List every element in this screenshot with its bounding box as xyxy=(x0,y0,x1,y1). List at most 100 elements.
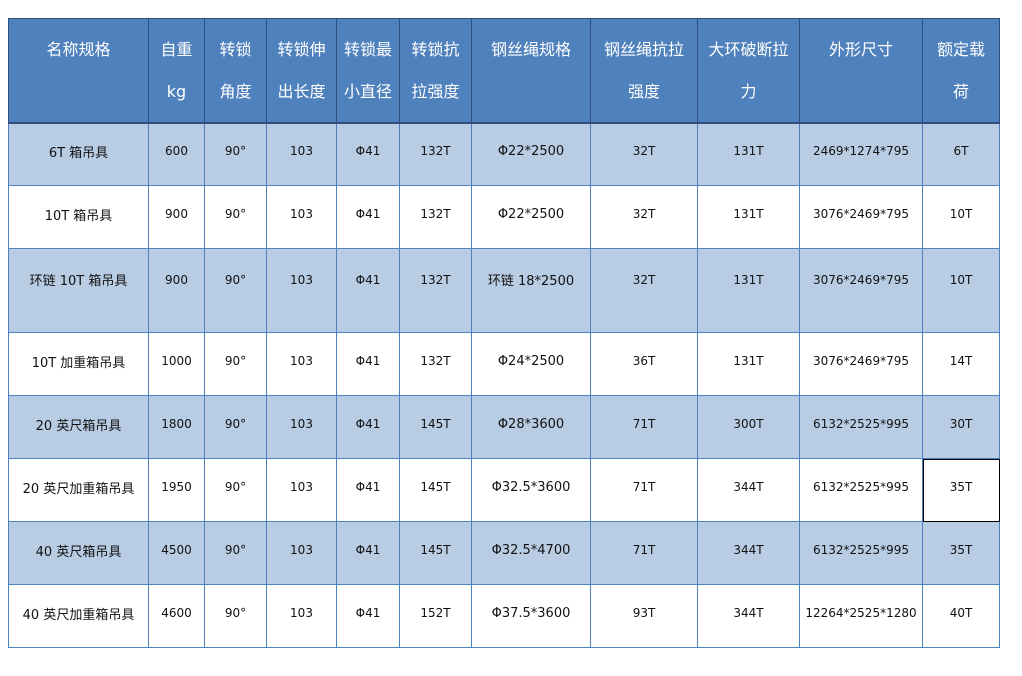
table-cell[interactable]: 20 英尺加重箱吊具 xyxy=(8,458,149,522)
table-cell[interactable]: 6132*2525*995 xyxy=(799,458,923,522)
table-cell[interactable]: 93T xyxy=(590,584,698,648)
table-row: 6T 箱吊具 600 90° 103 Φ41 132T Φ22*2500 32T 131T 246… xyxy=(8,122,1000,186)
table-cell[interactable]: Φ41 xyxy=(336,122,400,186)
table-cell[interactable]: 145T xyxy=(399,521,472,585)
table-cell[interactable]: 344T xyxy=(697,458,800,522)
table-cell[interactable]: 6T 箱吊具 xyxy=(8,122,149,186)
table-cell[interactable]: 90° xyxy=(204,584,267,648)
table-cell[interactable]: 20 英尺箱吊具 xyxy=(8,395,149,459)
table-cell[interactable]: 90° xyxy=(204,122,267,186)
table-cell[interactable]: 90° xyxy=(204,458,267,522)
table-cell[interactable]: Φ24*2500 xyxy=(471,332,591,396)
table-cell[interactable]: 36T xyxy=(590,332,698,396)
table-cell[interactable]: Φ41 xyxy=(336,248,400,333)
table-cell[interactable]: 90° xyxy=(204,521,267,585)
table-cell[interactable]: 6132*2525*995 xyxy=(799,395,923,459)
table-cell[interactable]: Φ41 xyxy=(336,458,400,522)
table-cell[interactable]: 1000 xyxy=(148,332,205,396)
table-cell[interactable]: Φ41 xyxy=(336,521,400,585)
table-cell[interactable]: 40 英尺箱吊具 xyxy=(8,521,149,585)
table-cell[interactable]: 90° xyxy=(204,185,267,249)
column-header: 自重 kg xyxy=(148,18,205,123)
table-cell[interactable]: 131T xyxy=(697,332,800,396)
table-cell[interactable]: 145T xyxy=(399,458,472,522)
table-cell[interactable]: Φ32.5*3600 xyxy=(471,458,591,522)
table-cell[interactable]: 3076*2469*795 xyxy=(799,248,923,333)
table-cell[interactable]: 40 英尺加重箱吊具 xyxy=(8,584,149,648)
table-cell[interactable]: 71T xyxy=(590,521,698,585)
table-cell[interactable]: 300T xyxy=(697,395,800,459)
table-cell[interactable]: 71T xyxy=(590,395,698,459)
table-cell[interactable]: 145T xyxy=(399,395,472,459)
table-cell[interactable]: 10T xyxy=(922,185,1000,249)
table-cell[interactable]: 2469*1274*795 xyxy=(799,122,923,186)
table-cell[interactable]: 152T xyxy=(399,584,472,648)
table-cell[interactable]: Φ22*2500 xyxy=(471,122,591,186)
table-cell[interactable]: 40T xyxy=(922,584,1000,648)
table-cell[interactable]: 32T xyxy=(590,185,698,249)
table-cell[interactable]: 4500 xyxy=(148,521,205,585)
header-line: kg xyxy=(166,82,187,101)
table-cell[interactable]: Φ22*2500 xyxy=(471,185,591,249)
table-row: 环链 10T 箱吊具 900 90° 103 Φ41 132T 环链 18*2500 32T 1… xyxy=(8,248,1000,333)
table-cell[interactable]: 900 xyxy=(148,185,205,249)
table-cell[interactable]: 1800 xyxy=(148,395,205,459)
table-cell[interactable]: 600 xyxy=(148,122,205,186)
table-cell[interactable]: 12264*2525*1280 xyxy=(799,584,923,648)
header-line: 拉强度 xyxy=(411,82,460,101)
table-cell[interactable]: 32T xyxy=(590,248,698,333)
table-cell[interactable]: 132T xyxy=(399,122,472,186)
table-cell[interactable]: 103 xyxy=(266,458,337,522)
table-cell[interactable]: 132T xyxy=(399,248,472,333)
table-cell[interactable]: 103 xyxy=(266,521,337,585)
table-cell[interactable]: 103 xyxy=(266,122,337,186)
table-cell[interactable]: 6T xyxy=(922,122,1000,186)
table-cell[interactable]: 90° xyxy=(204,332,267,396)
table-cell[interactable]: 344T xyxy=(697,521,800,585)
header-line: 转锁伸 xyxy=(277,40,326,59)
table-cell[interactable]: 103 xyxy=(266,584,337,648)
table-cell[interactable]: 3076*2469*795 xyxy=(799,185,923,249)
table-cell[interactable]: 131T xyxy=(697,185,800,249)
table-cell[interactable]: 10T 箱吊具 xyxy=(8,185,149,249)
table-cell[interactable]: 35T xyxy=(922,521,1000,585)
table-cell[interactable]: 132T xyxy=(399,185,472,249)
table-cell[interactable]: 131T xyxy=(697,248,800,333)
table-cell[interactable]: 环链 10T 箱吊具 xyxy=(8,248,149,333)
table-cell[interactable]: Φ37.5*3600 xyxy=(471,584,591,648)
table-cell[interactable]: 4600 xyxy=(148,584,205,648)
table-cell[interactable]: 30T xyxy=(922,395,1000,459)
table-cell[interactable]: 90° xyxy=(204,395,267,459)
table-cell[interactable]: 90° xyxy=(204,248,267,333)
table-cell[interactable]: 900 xyxy=(148,248,205,333)
table-cell[interactable]: Φ41 xyxy=(336,584,400,648)
table-cell[interactable]: Φ28*3600 xyxy=(471,395,591,459)
table-cell[interactable]: Φ41 xyxy=(336,332,400,396)
table-cell[interactable]: 10T 加重箱吊具 xyxy=(8,332,149,396)
table-cell[interactable]: 344T xyxy=(697,584,800,648)
header-line: 转锁抗 xyxy=(411,40,460,59)
table-cell[interactable]: Φ41 xyxy=(336,395,400,459)
spreader-spec-table: 名称规格 自重 kg 转锁 角度 转锁伸 出长度 转锁最 小直径 转锁抗 拉强度 钢丝绳规格 钢丝绳抗拉… xyxy=(8,18,1000,648)
table-cell[interactable]: 131T xyxy=(697,122,800,186)
table-cell[interactable]: 103 xyxy=(266,395,337,459)
table-cell[interactable]: 35T xyxy=(922,458,1000,522)
header-line: 额定载 xyxy=(936,40,985,59)
table-cell[interactable]: 14T xyxy=(922,332,1000,396)
table-cell[interactable]: 1950 xyxy=(148,458,205,522)
table-cell[interactable]: 71T xyxy=(590,458,698,522)
table-cell[interactable]: 132T xyxy=(399,332,472,396)
table-cell[interactable]: Φ32.5*4700 xyxy=(471,521,591,585)
table-cell[interactable]: 32T xyxy=(590,122,698,186)
table-row: 10T 加重箱吊具 1000 90° 103 Φ41 132T Φ24*2500 36T 131… xyxy=(8,332,1000,396)
table-cell[interactable]: 环链 18*2500 xyxy=(471,248,591,333)
table-cell[interactable]: 103 xyxy=(266,185,337,249)
table-cell[interactable]: 6132*2525*995 xyxy=(799,521,923,585)
table-cell[interactable]: 3076*2469*795 xyxy=(799,332,923,396)
table-cell[interactable]: Φ41 xyxy=(336,185,400,249)
header-line: 名称规格 xyxy=(46,40,111,59)
table-cell[interactable]: 103 xyxy=(266,332,337,396)
table-cell[interactable]: 103 xyxy=(266,248,337,333)
table-cell[interactable]: 10T xyxy=(922,248,1000,333)
header-line: 小直径 xyxy=(343,82,392,101)
